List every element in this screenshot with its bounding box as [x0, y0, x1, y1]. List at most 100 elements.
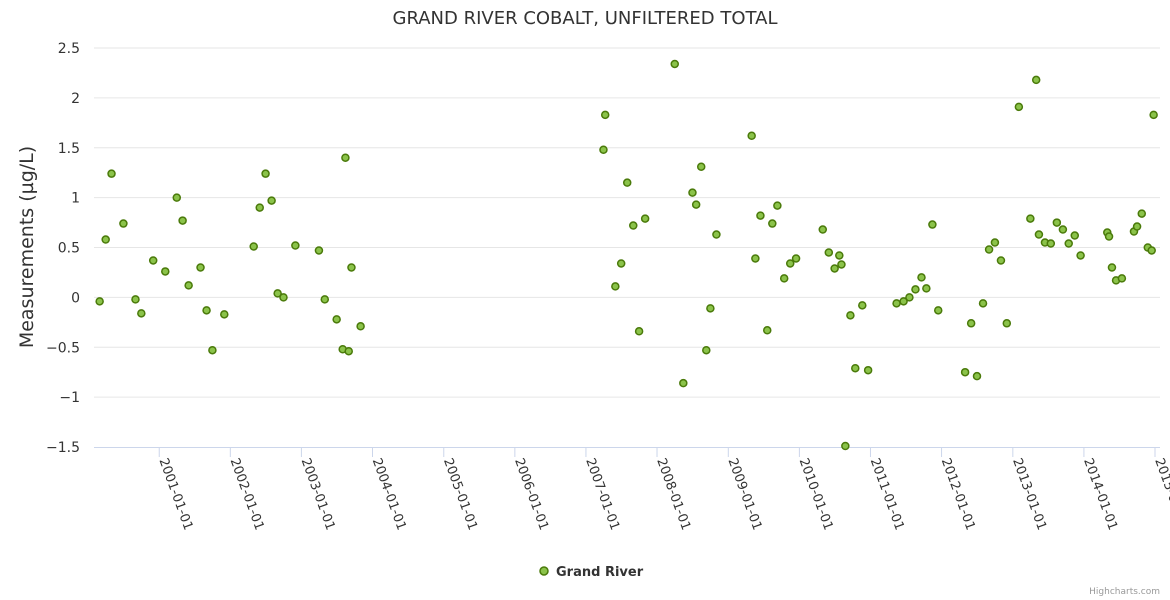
data-point[interactable]: [119, 219, 128, 228]
data-point[interactable]: [332, 315, 341, 324]
data-point[interactable]: [841, 441, 850, 451]
data-point[interactable]: [922, 284, 931, 293]
data-point[interactable]: [785, 259, 795, 268]
legend-label[interactable]: Grand River: [556, 565, 644, 580]
data-point[interactable]: [220, 310, 229, 319]
data-point[interactable]: [996, 256, 1006, 265]
data-point[interactable]: [960, 367, 970, 377]
data-point[interactable]: [1002, 319, 1012, 328]
data-point[interactable]: [314, 246, 324, 255]
data-point[interactable]: [846, 311, 855, 320]
data-point[interactable]: [137, 309, 146, 318]
data-point[interactable]: [702, 345, 711, 355]
data-point[interactable]: [990, 238, 1000, 247]
data-point[interactable]: [1052, 218, 1062, 227]
data-point[interactable]: [255, 203, 264, 212]
data-point[interactable]: [629, 221, 638, 230]
data-point[interactable]: [779, 274, 789, 283]
data-point[interactable]: [107, 169, 116, 178]
data-point[interactable]: [279, 293, 288, 302]
data-point[interactable]: [622, 178, 632, 187]
data-point[interactable]: [178, 216, 187, 225]
data-point[interactable]: [791, 254, 801, 263]
data-point[interactable]: [984, 245, 994, 254]
data-point[interactable]: [1117, 274, 1127, 283]
data-point[interactable]: [1147, 246, 1156, 255]
data-point[interactable]: [892, 299, 901, 308]
data-point[interactable]: [208, 345, 217, 355]
data-point[interactable]: [818, 225, 828, 234]
data-point[interactable]: [1076, 251, 1085, 260]
data-point[interactable]: [261, 169, 270, 178]
data-point[interactable]: [616, 259, 626, 268]
data-point[interactable]: [928, 220, 937, 229]
data-point[interactable]: [972, 371, 982, 381]
data-point[interactable]: [1149, 110, 1158, 120]
data-point[interactable]: [688, 188, 697, 197]
data-point[interactable]: [966, 319, 976, 328]
data-point[interactable]: [978, 299, 988, 308]
data-point[interactable]: [267, 196, 276, 205]
data-point[interactable]: [347, 263, 356, 272]
data-point[interactable]: [1058, 225, 1068, 234]
data-point[interactable]: [824, 248, 834, 257]
data-point[interactable]: [599, 145, 608, 154]
data-point[interactable]: [344, 346, 353, 356]
data-point[interactable]: [202, 306, 211, 315]
data-point[interactable]: [172, 193, 182, 202]
data-point[interactable]: [773, 201, 782, 210]
data-point[interactable]: [706, 304, 715, 313]
data-point[interactable]: [1137, 209, 1147, 218]
data-point[interactable]: [249, 242, 258, 251]
data-point[interactable]: [634, 327, 644, 336]
data-point[interactable]: [1070, 231, 1080, 240]
data-point[interactable]: [696, 162, 706, 171]
legend[interactable]: Grand River: [539, 565, 644, 580]
data-point[interactable]: [148, 256, 158, 265]
data-point[interactable]: [341, 153, 350, 162]
data-point[interactable]: [1046, 239, 1056, 248]
data-point[interactable]: [712, 230, 721, 239]
data-point[interactable]: [291, 241, 300, 250]
data-point[interactable]: [356, 322, 365, 331]
data-point[interactable]: [670, 59, 679, 69]
data-point[interactable]: [830, 264, 839, 273]
data-point[interactable]: [1104, 232, 1114, 241]
data-point[interactable]: [905, 293, 914, 302]
data-point[interactable]: [1132, 222, 1142, 231]
data-point[interactable]: [184, 281, 193, 290]
data-point[interactable]: [1031, 75, 1041, 85]
data-point[interactable]: [1034, 230, 1044, 239]
data-point[interactable]: [273, 289, 282, 298]
data-point[interactable]: [691, 200, 701, 209]
data-point[interactable]: [837, 260, 846, 269]
data-point[interactable]: [131, 295, 140, 304]
data-point[interactable]: [95, 297, 104, 306]
data-point[interactable]: [611, 282, 620, 291]
credits-link[interactable]: Highcharts.com: [1089, 587, 1160, 597]
data-point[interactable]: [751, 254, 760, 263]
data-point[interactable]: [1064, 239, 1073, 248]
data-point[interactable]: [911, 285, 920, 294]
data-point[interactable]: [768, 219, 777, 228]
data-point[interactable]: [835, 251, 844, 260]
data-point[interactable]: [917, 273, 926, 282]
data-point[interactable]: [1026, 214, 1035, 223]
data-point[interactable]: [1107, 263, 1117, 272]
data-point[interactable]: [858, 301, 867, 310]
data-point[interactable]: [600, 110, 610, 120]
data-point[interactable]: [320, 295, 330, 304]
data-point[interactable]: [851, 363, 860, 373]
data-point[interactable]: [933, 306, 943, 315]
data-point[interactable]: [196, 263, 205, 272]
data-point[interactable]: [763, 326, 772, 335]
data-point[interactable]: [679, 378, 688, 388]
data-point[interactable]: [640, 214, 650, 223]
data-point[interactable]: [863, 365, 873, 375]
data-point[interactable]: [101, 235, 110, 244]
data-point[interactable]: [1014, 102, 1024, 112]
data-point[interactable]: [756, 211, 765, 220]
data-point[interactable]: [161, 267, 170, 276]
data-point[interactable]: [899, 297, 908, 306]
data-point[interactable]: [747, 131, 756, 141]
